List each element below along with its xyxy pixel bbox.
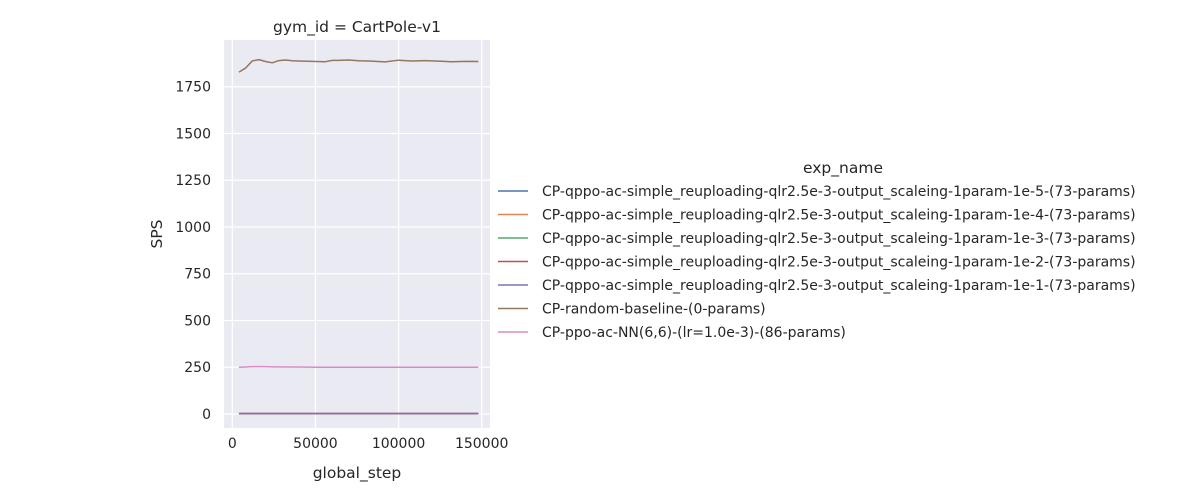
legend-item: CP-qppo-ac-simple_reuploading-qlr2.5e-3-… <box>498 208 1136 224</box>
legend-item: CP-random-baseline-(0-params) <box>498 302 766 318</box>
series-line-6 <box>238 58 479 73</box>
legend-item: CP-qppo-ac-simple_reuploading-qlr2.5e-3-… <box>498 278 1136 294</box>
y-tick-label: 1250 <box>175 173 211 189</box>
legend: exp_name CP-qppo-ac-simple_reuploading-q… <box>498 159 1136 341</box>
legend-label: CP-qppo-ac-simple_reuploading-qlr2.5e-3-… <box>542 184 1136 200</box>
legend-label: CP-qppo-ac-simple_reuploading-qlr2.5e-3-… <box>542 255 1136 271</box>
y-tick-label: 1500 <box>175 126 211 142</box>
y-tick-label: 250 <box>184 360 211 376</box>
x-tick-label: 50000 <box>293 436 338 452</box>
x-axis-label: global_step <box>313 464 402 483</box>
series-line-7 <box>238 365 479 368</box>
series-lines <box>238 58 479 415</box>
legend-item: CP-qppo-ac-simple_reuploading-qlr2.5e-3-… <box>498 184 1136 200</box>
y-tick-label: 1750 <box>175 80 211 96</box>
legend-label: CP-qppo-ac-simple_reuploading-qlr2.5e-3-… <box>542 231 1136 247</box>
y-axis-ticks: 0 250 500 750 1000 1250 1500 1750 <box>175 80 211 423</box>
legend-item: CP-ppo-ac-NN(6,6)-(lr=1.0e-3)-(86-params… <box>498 325 846 341</box>
x-tick-label: 100000 <box>372 436 425 452</box>
legend-label: CP-qppo-ac-simple_reuploading-qlr2.5e-3-… <box>542 208 1136 224</box>
y-axis-label: SPS <box>148 219 166 248</box>
legend-label: CP-ppo-ac-NN(6,6)-(lr=1.0e-3)-(86-params… <box>542 325 846 341</box>
legend-title: exp_name <box>803 159 883 178</box>
legend-item: CP-qppo-ac-simple_reuploading-qlr2.5e-3-… <box>498 255 1136 271</box>
chart-title: gym_id = CartPole-v1 <box>273 18 441 37</box>
x-axis-ticks: 0 50000 100000 150000 <box>228 436 509 452</box>
plot-background <box>224 40 490 428</box>
y-tick-label: 1000 <box>175 220 211 236</box>
y-tick-label: 750 <box>184 267 211 283</box>
legend-item: CP-qppo-ac-simple_reuploading-qlr2.5e-3-… <box>498 231 1136 247</box>
y-tick-label: 0 <box>202 407 211 423</box>
legend-label: CP-random-baseline-(0-params) <box>542 302 766 318</box>
x-tick-label: 150000 <box>455 436 508 452</box>
legend-label: CP-qppo-ac-simple_reuploading-qlr2.5e-3-… <box>542 278 1136 294</box>
x-tick-label: 0 <box>228 436 237 452</box>
legend-items: CP-qppo-ac-simple_reuploading-qlr2.5e-3-… <box>498 184 1136 341</box>
y-tick-label: 500 <box>184 313 211 329</box>
